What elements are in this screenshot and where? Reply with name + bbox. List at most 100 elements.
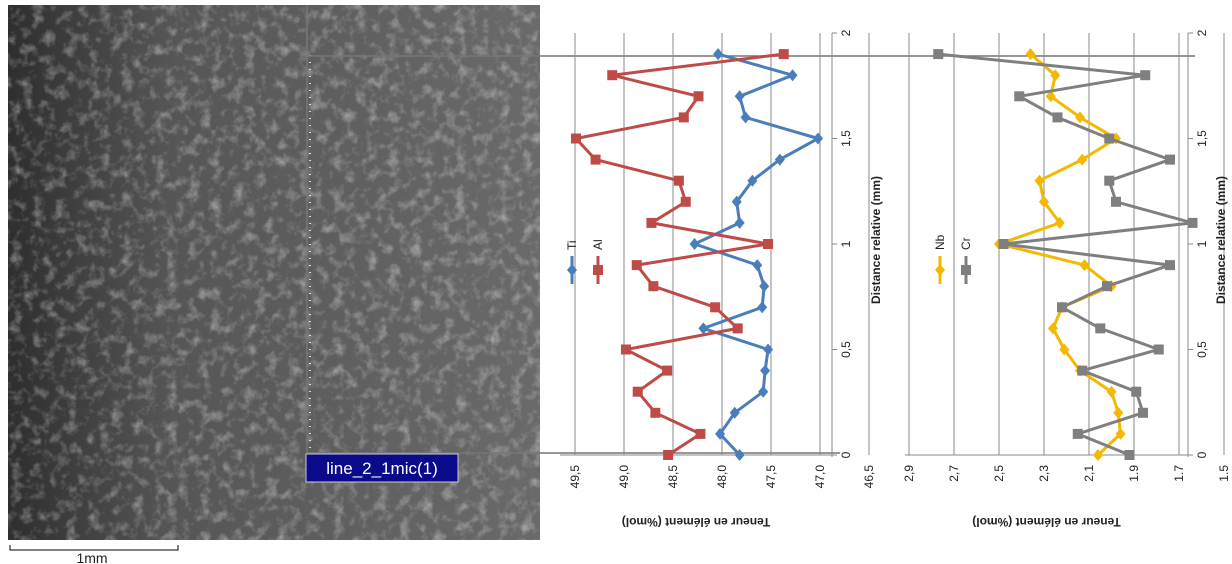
marker — [1140, 70, 1151, 81]
series-line — [693, 52, 820, 457]
marker — [1111, 196, 1121, 207]
marker — [998, 239, 1009, 249]
marker — [1039, 195, 1049, 208]
marker — [1034, 174, 1045, 187]
marker — [693, 91, 704, 102]
marker — [1079, 259, 1090, 272]
marker — [695, 428, 706, 439]
marker — [734, 449, 745, 461]
marker — [1165, 154, 1175, 165]
y-tick-label: 1.9 — [1127, 465, 1141, 482]
marker — [662, 365, 673, 376]
marker — [1059, 343, 1070, 356]
marker — [1104, 175, 1115, 186]
legend-label: Al — [591, 239, 605, 250]
marker — [763, 343, 774, 356]
marker — [759, 280, 770, 293]
marker — [1077, 153, 1088, 166]
marker — [1048, 322, 1058, 335]
x-tick-label: 2 — [1195, 29, 1209, 36]
marker — [620, 344, 631, 355]
y-axis-title: Teneur en élément (%mol) — [622, 515, 770, 529]
marker — [731, 195, 742, 208]
y-tick-label: 48,0 — [715, 465, 729, 489]
marker — [734, 90, 745, 103]
scale-bar: 1mm — [9, 545, 179, 564]
marker — [1014, 91, 1025, 102]
y-tick-label: 49,0 — [617, 465, 631, 489]
marker — [689, 238, 700, 250]
y-tick-label: 2,3 — [1037, 465, 1051, 482]
marker — [933, 49, 944, 60]
x-axis-title: Distance relative (mm) — [1214, 176, 1228, 304]
marker — [778, 49, 789, 60]
x-tick-label: 0 — [1195, 451, 1209, 458]
marker — [1045, 90, 1056, 103]
y-tick-label: 2,9 — [902, 465, 916, 482]
x-tick-label: 1 — [1195, 240, 1209, 247]
marker — [673, 175, 684, 186]
y-tick-label: 46,5 — [862, 465, 876, 489]
marker — [734, 216, 745, 229]
marker — [1115, 427, 1126, 440]
marker — [1104, 133, 1115, 144]
series-line — [997, 52, 1122, 457]
marker — [1131, 386, 1142, 397]
micrograph — [8, 5, 540, 540]
marker — [1113, 406, 1124, 419]
marker — [774, 153, 785, 166]
marker — [631, 260, 642, 271]
legend-marker — [961, 265, 971, 275]
marker — [1052, 112, 1063, 123]
marker — [1187, 217, 1198, 228]
marker — [713, 48, 724, 61]
marker — [1050, 69, 1061, 82]
marker — [632, 386, 643, 397]
x-tick-label: 2 — [839, 29, 853, 36]
marker — [1072, 428, 1083, 439]
y-tick-label: 2,7 — [947, 465, 961, 482]
legend-marker — [567, 264, 577, 276]
x-axis-title: Distance relative (mm) — [869, 176, 883, 304]
marker — [1106, 385, 1117, 398]
marker — [760, 364, 771, 377]
y-axis-title: Teneur en élément (%mol) — [972, 515, 1120, 529]
marker — [570, 133, 581, 144]
marker — [680, 196, 691, 207]
legend-marker — [935, 264, 945, 276]
scale-bar-label: 1mm — [76, 550, 107, 564]
y-tick-label: 47,0 — [813, 465, 827, 489]
annotation: line_2_1mic(1) — [326, 459, 438, 478]
marker — [646, 217, 657, 228]
x-tick-label: 1,5 — [839, 130, 853, 147]
marker — [729, 406, 740, 419]
marker — [710, 302, 721, 313]
marker — [1124, 450, 1135, 460]
annotation-box — [305, 453, 459, 483]
y-tick-label: 1.7 — [1172, 465, 1186, 482]
marker — [1093, 449, 1103, 461]
marker — [678, 112, 689, 123]
y-tick-label: 47,5 — [764, 465, 778, 489]
marker — [1102, 281, 1112, 292]
marker — [747, 174, 758, 187]
marker — [663, 450, 674, 460]
marker — [732, 323, 743, 334]
marker — [1057, 302, 1067, 313]
marker — [1165, 260, 1175, 271]
legend-label: Nb — [933, 234, 947, 250]
marker — [650, 407, 661, 418]
marker — [607, 70, 618, 81]
y-tick-label: 48,5 — [666, 465, 680, 489]
x-tick-label: 0,5 — [1195, 341, 1209, 358]
marker — [1025, 48, 1036, 61]
marker — [715, 427, 726, 440]
marker — [787, 69, 798, 82]
legend-marker — [593, 265, 603, 275]
x-tick-label: 1 — [839, 240, 853, 247]
y-tick-label: 2,5 — [992, 465, 1006, 482]
marker — [1138, 407, 1148, 418]
x-tick-label: 1,5 — [1195, 130, 1209, 147]
marker — [740, 111, 751, 124]
